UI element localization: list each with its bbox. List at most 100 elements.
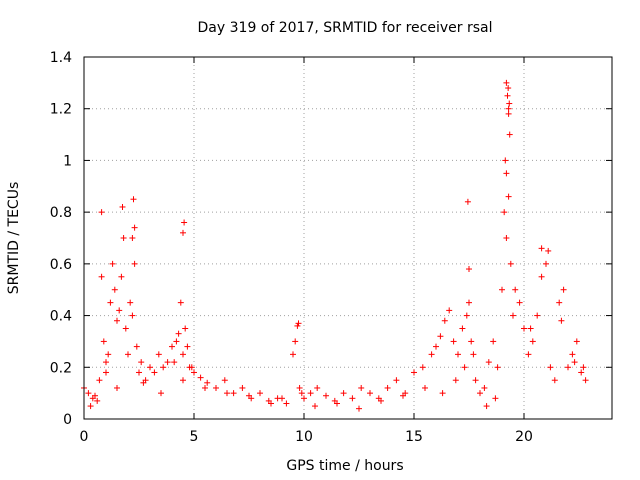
data-point	[464, 198, 471, 205]
data-point	[578, 369, 585, 376]
data-point	[290, 351, 296, 358]
data-point	[510, 312, 516, 319]
data-point	[551, 377, 558, 384]
data-point	[155, 351, 162, 358]
data-point	[298, 390, 305, 397]
data-point	[565, 364, 571, 371]
plot-frame	[83, 56, 613, 420]
data-point	[133, 343, 140, 350]
data-point	[87, 403, 94, 410]
data-point	[527, 325, 534, 332]
data-point	[160, 364, 167, 371]
y-tick-label: 1.2	[50, 102, 72, 118]
data-point	[127, 299, 134, 306]
data-point	[538, 245, 545, 252]
data-point	[268, 400, 274, 407]
data-point	[529, 338, 536, 345]
grid	[84, 57, 612, 419]
data-point	[437, 333, 444, 340]
data-point	[384, 384, 391, 391]
data-point	[358, 384, 365, 391]
data-point	[466, 299, 472, 306]
data-point	[129, 235, 136, 241]
data-point	[543, 260, 549, 267]
data-point	[334, 400, 340, 407]
data-point	[505, 110, 512, 117]
x-tick-label: 15	[405, 429, 423, 445]
data-point	[503, 79, 510, 86]
data-point	[545, 247, 552, 254]
data-point	[279, 395, 285, 402]
data-point	[230, 390, 237, 397]
data-point	[506, 131, 513, 138]
data-point	[136, 369, 142, 376]
data-point	[171, 359, 178, 366]
data-point	[439, 390, 446, 397]
data-point	[197, 374, 204, 381]
data-point	[131, 224, 138, 231]
data-point	[188, 364, 195, 371]
data-point	[164, 359, 171, 366]
y-tick-label: 0.6	[50, 257, 72, 273]
data-point	[461, 364, 468, 371]
data-point	[356, 405, 362, 412]
data-point	[505, 193, 512, 200]
data-point	[114, 384, 120, 391]
data-point	[494, 364, 501, 371]
data-point	[301, 395, 307, 402]
data-point	[468, 338, 475, 345]
data-point	[446, 307, 453, 314]
data-point	[512, 286, 519, 293]
data-point	[119, 203, 126, 210]
y-axis-label: SRMTID / TECUs	[6, 182, 22, 295]
data-point	[105, 351, 112, 358]
data-point	[483, 403, 490, 410]
data-point	[169, 343, 175, 350]
data-point	[525, 351, 532, 358]
data-point	[314, 384, 321, 391]
data-point	[393, 377, 400, 384]
data-point	[140, 379, 147, 386]
data-point	[521, 325, 527, 332]
data-point	[560, 286, 567, 293]
data-point	[175, 330, 182, 337]
data-point	[582, 377, 589, 384]
data-point	[459, 325, 466, 332]
data-point	[158, 390, 164, 397]
data-point	[283, 400, 290, 407]
data-point	[100, 338, 107, 345]
data-point	[295, 320, 302, 327]
data-point	[490, 338, 497, 345]
data-point	[349, 395, 356, 402]
chart-title: Day 319 of 2017, SRMTID for receiver rsa…	[198, 20, 493, 36]
data-point	[98, 209, 105, 216]
data-point	[92, 392, 98, 399]
data-point	[85, 390, 92, 397]
data-point	[103, 369, 109, 376]
data-point	[504, 92, 511, 99]
data-point	[499, 286, 505, 293]
data-point	[239, 384, 246, 391]
y-tick-label: 0.8	[50, 205, 72, 221]
data-point	[505, 105, 512, 112]
data-point	[571, 359, 578, 366]
data-point	[534, 312, 541, 319]
data-point	[485, 359, 492, 366]
data-point	[294, 322, 301, 329]
x-tick-label: 10	[295, 429, 313, 445]
data-point	[114, 317, 120, 324]
data-point	[433, 343, 439, 350]
x-tick-label: 5	[190, 429, 199, 445]
data-point	[129, 312, 136, 319]
data-point	[506, 100, 513, 107]
data-point	[180, 229, 186, 236]
x-ticks: 0 5 10 15 20	[80, 57, 533, 445]
data-point	[441, 317, 448, 324]
data-point	[122, 325, 129, 332]
data-point	[98, 273, 105, 280]
data-point	[450, 338, 457, 345]
x-tick-label: 0	[80, 429, 89, 445]
data-point	[411, 369, 417, 376]
y-tick-label: 1.4	[50, 50, 72, 66]
